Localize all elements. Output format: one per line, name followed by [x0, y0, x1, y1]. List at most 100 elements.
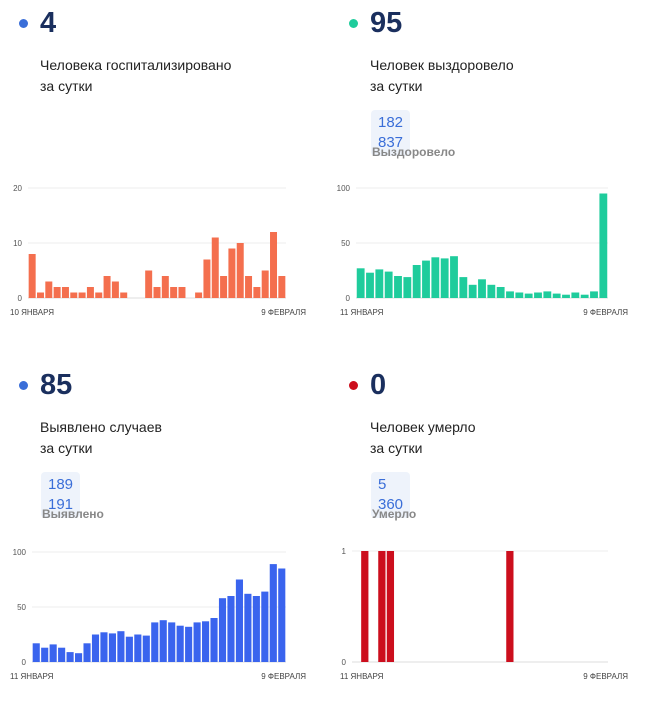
bar	[49, 644, 57, 662]
bar	[412, 265, 421, 298]
bullet-dot	[349, 381, 358, 390]
bar	[70, 292, 78, 298]
bar	[543, 291, 552, 298]
bar	[245, 276, 253, 298]
bar	[524, 293, 533, 298]
daily-description: Выявлено случаев за сутки	[40, 417, 300, 459]
bar	[153, 287, 161, 298]
bar	[228, 248, 236, 298]
bar	[66, 652, 74, 662]
bar	[210, 618, 218, 662]
daily-description: Человек выздоровело за сутки	[370, 55, 630, 97]
bar	[75, 653, 83, 662]
bar	[202, 621, 210, 662]
y-tick-label: 100	[337, 184, 351, 193]
bar	[142, 635, 150, 662]
y-tick-label: 0	[22, 658, 27, 667]
bar	[178, 287, 186, 298]
description-line-2: за сутки	[370, 78, 423, 94]
x-end-label: 9 ФЕВРАЛЯ	[583, 308, 628, 317]
bar	[185, 626, 193, 662]
x-start-label: 11 ЯНВАРЯ	[340, 672, 384, 681]
bar	[487, 284, 496, 298]
bar	[590, 291, 598, 298]
bar	[450, 256, 458, 298]
bar	[261, 591, 269, 662]
daily-value: 85	[40, 369, 73, 401]
bullet-dot	[349, 19, 358, 28]
daily-value: 0	[370, 369, 387, 401]
bar	[203, 259, 211, 298]
bar	[496, 287, 505, 298]
bar	[41, 647, 49, 662]
total-badge: 189 191	[41, 472, 81, 518]
bar	[552, 293, 561, 298]
bar	[235, 579, 243, 662]
y-tick-label: 10	[13, 239, 22, 248]
bar	[28, 254, 36, 298]
bar	[375, 269, 384, 298]
bar	[244, 593, 252, 662]
bar	[151, 622, 159, 662]
bar	[261, 270, 269, 298]
total-badge: 5 360	[371, 472, 411, 518]
daily-description: Человек умерло за сутки	[370, 417, 630, 459]
y-tick-label: 20	[13, 184, 22, 193]
x-end-label: 9 ФЕВРАЛЯ	[583, 672, 628, 681]
bar	[36, 292, 44, 298]
bar	[534, 292, 542, 298]
recovered-chart: 0 50 100 11 ЯНВАРЯ 9 ФЕВРАЛЯ	[337, 184, 629, 317]
bar	[220, 276, 228, 298]
daily-value: 4	[40, 7, 57, 39]
y-tick-label: 0	[346, 294, 351, 303]
bar	[394, 276, 402, 298]
bar	[403, 277, 412, 298]
bar	[53, 287, 61, 298]
cases-chart: 0 50 100 11 ЯНВАРЯ 9 ФЕВРАЛЯ	[10, 548, 306, 681]
bar	[278, 568, 286, 662]
bar	[211, 237, 219, 298]
bar	[356, 268, 365, 298]
bar	[440, 258, 449, 298]
y-tick-label: 0	[18, 294, 23, 303]
bar	[378, 551, 386, 662]
bullet-dot	[19, 381, 28, 390]
bar	[571, 292, 580, 298]
bar	[120, 292, 128, 298]
bar	[170, 287, 178, 298]
bar	[270, 232, 278, 298]
bullet-dot	[19, 19, 28, 28]
bar	[95, 292, 103, 298]
bar	[269, 564, 277, 662]
bar	[168, 622, 176, 662]
daily-value: 95	[370, 7, 403, 39]
bar	[253, 287, 261, 298]
bar	[422, 260, 430, 298]
bar	[580, 294, 589, 298]
description-line-1: Человек выздоровело	[370, 57, 514, 73]
daily-description: Человека госпитализировано за сутки	[40, 55, 300, 97]
bar	[361, 551, 369, 662]
bar	[100, 632, 108, 662]
bar	[278, 276, 286, 298]
bar	[103, 276, 111, 298]
bar	[431, 257, 440, 298]
x-start-label: 10 ЯНВАРЯ	[10, 308, 54, 317]
bar	[176, 625, 184, 662]
bar	[83, 643, 91, 662]
bar	[515, 292, 524, 298]
bar	[117, 631, 125, 662]
bar	[125, 636, 133, 662]
bar	[161, 276, 169, 298]
hospitalized-chart: 0 10 20 10 ЯНВАРЯ 9 ФЕВРАЛЯ	[10, 184, 306, 317]
bar	[86, 287, 94, 298]
bar	[386, 551, 395, 662]
description-line-1: Выявлено случаев	[40, 419, 162, 435]
total-badge: 182 837	[371, 110, 411, 156]
x-end-label: 9 ФЕВРАЛЯ	[261, 672, 306, 681]
bar	[599, 193, 608, 298]
bar	[366, 272, 374, 298]
bar	[236, 243, 244, 298]
bar	[252, 596, 260, 662]
bar	[58, 647, 66, 662]
